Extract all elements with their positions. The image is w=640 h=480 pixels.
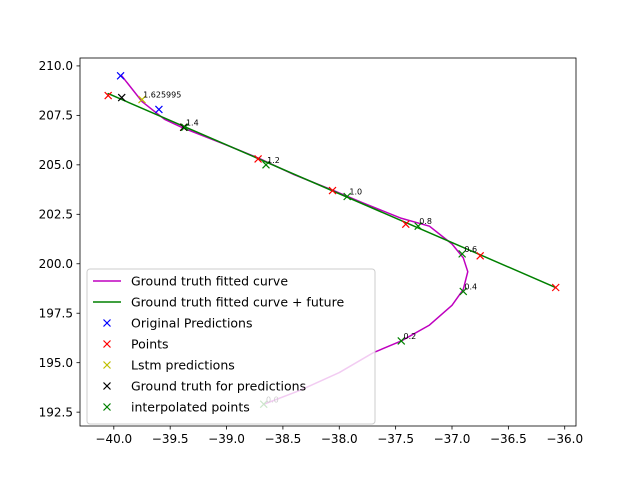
point-annotation: 0.2 xyxy=(404,332,417,341)
ground-truth-for-predictions-marker xyxy=(117,93,126,102)
point-annotation: 1.0 xyxy=(349,188,362,197)
legend-swatch xyxy=(103,403,111,411)
point-annotation: 0.4 xyxy=(464,282,477,291)
x-tick-label: −38.0 xyxy=(321,432,358,446)
legend-item-ground-truth-fitted-curve-future: Ground truth fitted curve + future xyxy=(93,295,344,310)
interpolated-points-marker xyxy=(459,287,468,296)
y-tick-label: 202.5 xyxy=(39,208,73,222)
legend-label: Ground truth fitted curve + future xyxy=(131,295,344,310)
legend-item-ground-truth-for-predictions: Ground truth for predictions xyxy=(103,379,306,394)
points-marker xyxy=(254,154,263,163)
legend-label: Ground truth for predictions xyxy=(131,379,306,394)
ground-truth-for-predictions-marker xyxy=(179,123,188,132)
axes-frame xyxy=(79,57,577,427)
legend-item-original-predictions: Original Predictions xyxy=(103,316,253,331)
legend-swatch xyxy=(103,361,111,369)
points-marker xyxy=(104,91,113,100)
legend-label: interpolated points xyxy=(131,400,250,415)
points-marker xyxy=(401,220,410,229)
x-tick-label: −36.0 xyxy=(546,432,583,446)
point-annotation: 1.2 xyxy=(267,156,280,165)
interpolated-points-marker xyxy=(414,222,423,231)
y-tick-label: 210.0 xyxy=(39,59,73,73)
legend-item-ground-truth-fitted-curve: Ground truth fitted curve xyxy=(93,274,288,289)
x-tick-label: −38.5 xyxy=(265,432,302,446)
interpolated-points-marker xyxy=(180,123,189,132)
interpolated-points-marker xyxy=(343,192,352,201)
points-marker xyxy=(476,251,485,260)
legend-swatch xyxy=(103,319,111,327)
y-tick-label: 205.0 xyxy=(39,158,73,172)
original-predictions-marker xyxy=(154,105,163,114)
interpolated-points-marker xyxy=(458,249,467,258)
x-tick-label: −37.0 xyxy=(434,432,471,446)
point-annotation: 1.4 xyxy=(186,118,199,127)
lstm-predictions-marker xyxy=(138,95,146,104)
ground-truth-fitted-curve-line xyxy=(120,75,469,405)
y-tick-label: 192.5 xyxy=(39,405,73,419)
y-tick-label: 195.0 xyxy=(39,356,73,370)
legend-box xyxy=(86,268,376,425)
x-tick-label: −39.5 xyxy=(152,432,189,446)
legend-label: Original Predictions xyxy=(131,316,253,331)
x-tick-label: −39.0 xyxy=(208,432,245,446)
legend: Ground truth fitted curve Ground truth fi… xyxy=(86,268,376,425)
legend-label: Ground truth fitted curve xyxy=(131,274,288,289)
point-annotation: 0.6 xyxy=(464,245,477,254)
y-tick-label: 197.5 xyxy=(39,307,73,321)
legend-item-points: Points xyxy=(103,337,169,352)
x-tick-label: −37.5 xyxy=(377,432,414,446)
x-tick-label: −36.5 xyxy=(490,432,527,446)
axes: −40.0 −39.5 −39.0 −38.5 −38.0 −37.5 −37.0 −36.5… xyxy=(39,57,583,446)
point-annotation: 1.625995 xyxy=(143,91,181,100)
interpolated-points-marker xyxy=(262,160,270,169)
points-marker xyxy=(551,283,560,292)
y-tick-label: 207.5 xyxy=(39,109,73,123)
original-predictions-marker xyxy=(116,71,125,80)
points-marker xyxy=(328,186,337,195)
point-annotation: 0.8 xyxy=(419,217,432,226)
legend-swatch xyxy=(103,382,111,390)
y-tick-label: 200.0 xyxy=(39,257,73,271)
legend-item-lstm-predictions: Lstm predictions xyxy=(103,358,235,373)
legend-item-interpolated-points: interpolated points xyxy=(103,400,250,415)
x-tick-label: −40.0 xyxy=(95,432,132,446)
legend-swatch xyxy=(103,340,111,348)
legend-label: Lstm predictions xyxy=(131,358,235,373)
interpolated-points-marker xyxy=(397,337,406,345)
legend-label: Points xyxy=(131,337,169,352)
